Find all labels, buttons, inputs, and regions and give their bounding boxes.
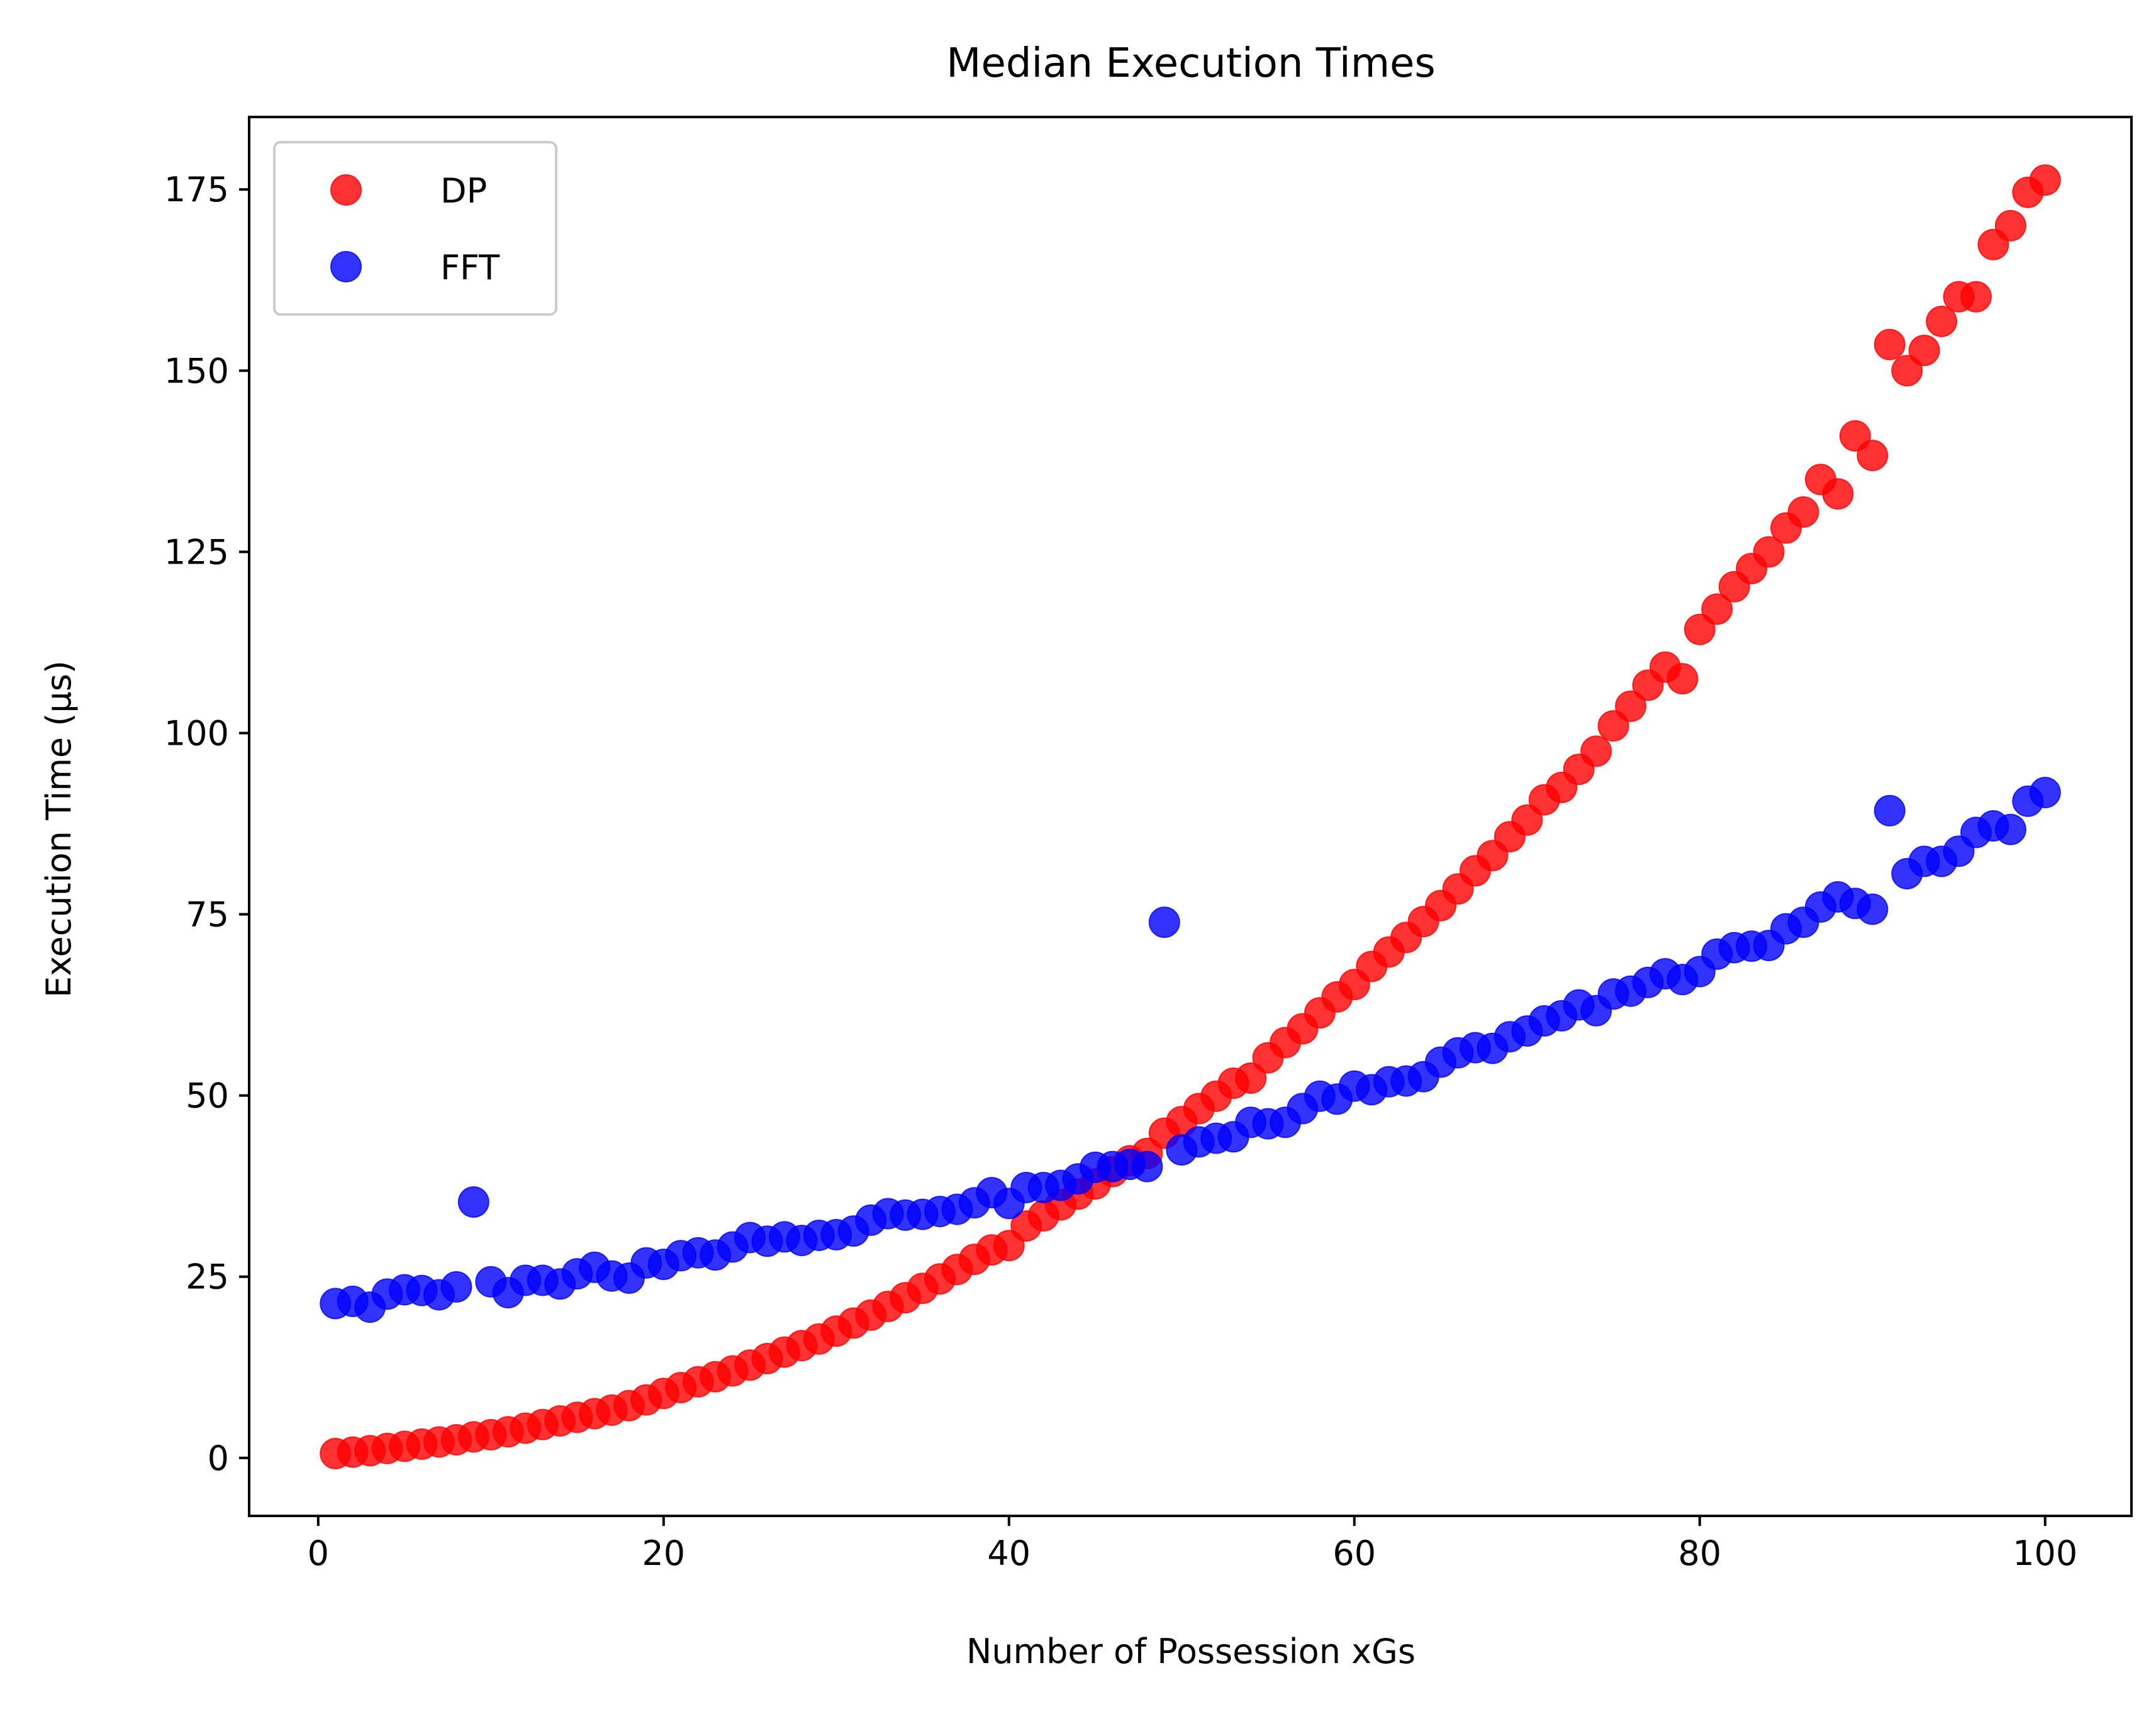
axes-frame <box>248 116 2133 1517</box>
y-tick-label: 25 <box>186 1257 229 1297</box>
chart-title: Median Execution Times <box>946 40 1436 87</box>
legend: DP FFT <box>273 141 557 316</box>
point-dp <box>1874 328 1906 360</box>
point-dp <box>1994 209 2026 242</box>
point-fft <box>457 1186 489 1218</box>
point-dp <box>1908 335 1940 367</box>
point-dp <box>1511 804 1543 836</box>
legend-marker-fft <box>330 251 362 282</box>
point-dp <box>1701 593 1733 625</box>
y-tick-label: 125 <box>164 532 229 572</box>
x-tick-label: 80 <box>1678 1534 1721 1573</box>
point-fft <box>440 1271 472 1303</box>
point-fft <box>1874 794 1906 827</box>
point-dp <box>1753 536 1785 568</box>
point-fft <box>1857 893 1889 925</box>
point-dp <box>1960 281 1992 313</box>
point-dp <box>1857 440 1889 472</box>
point-dp <box>1580 735 1612 767</box>
series-dp <box>320 164 2061 1469</box>
y-tick-label: 50 <box>186 1076 229 1116</box>
x-tick-label: 40 <box>987 1534 1031 1573</box>
x-tick-label: 100 <box>2013 1534 2077 1573</box>
point-fft <box>1148 906 1180 938</box>
point-dp <box>1615 690 1646 722</box>
legend-label-dp: DP <box>440 171 487 211</box>
x-tick-label: 0 <box>308 1534 329 1573</box>
y-tick-label: 0 <box>208 1439 229 1478</box>
point-fft <box>2029 777 2061 808</box>
legend-label-fft: FFT <box>440 248 500 287</box>
x-axis-label: Number of Possession xGs <box>966 1632 1416 1671</box>
series-fft <box>320 777 2061 1323</box>
legend-box <box>273 141 557 316</box>
y-tick-label: 75 <box>186 895 229 935</box>
y-axis-label: Execution Time (µs) <box>39 660 79 998</box>
point-dp <box>1822 478 1854 510</box>
point-fft <box>1131 1150 1163 1183</box>
x-tick-label: 20 <box>642 1534 685 1573</box>
y-tick-label: 175 <box>164 170 229 209</box>
point-dp <box>1667 663 1699 695</box>
point-fft <box>1994 813 2026 845</box>
y-tick-label: 150 <box>164 351 229 391</box>
point-dp <box>1891 355 1923 387</box>
x-tick-label: 60 <box>1332 1534 1376 1573</box>
point-dp <box>1235 1062 1267 1094</box>
point-dp <box>1684 613 1716 645</box>
point-dp <box>1926 306 1958 337</box>
axis-ticks: 0 20 40 60 80 100 0 25 50 75 100 125 150 175 <box>164 170 2077 1573</box>
y-tick-label: 100 <box>164 713 229 753</box>
point-dp <box>1787 496 1819 528</box>
point-dp <box>2029 164 2061 196</box>
data-points <box>320 164 2061 1469</box>
legend-marker-dp <box>330 174 362 206</box>
